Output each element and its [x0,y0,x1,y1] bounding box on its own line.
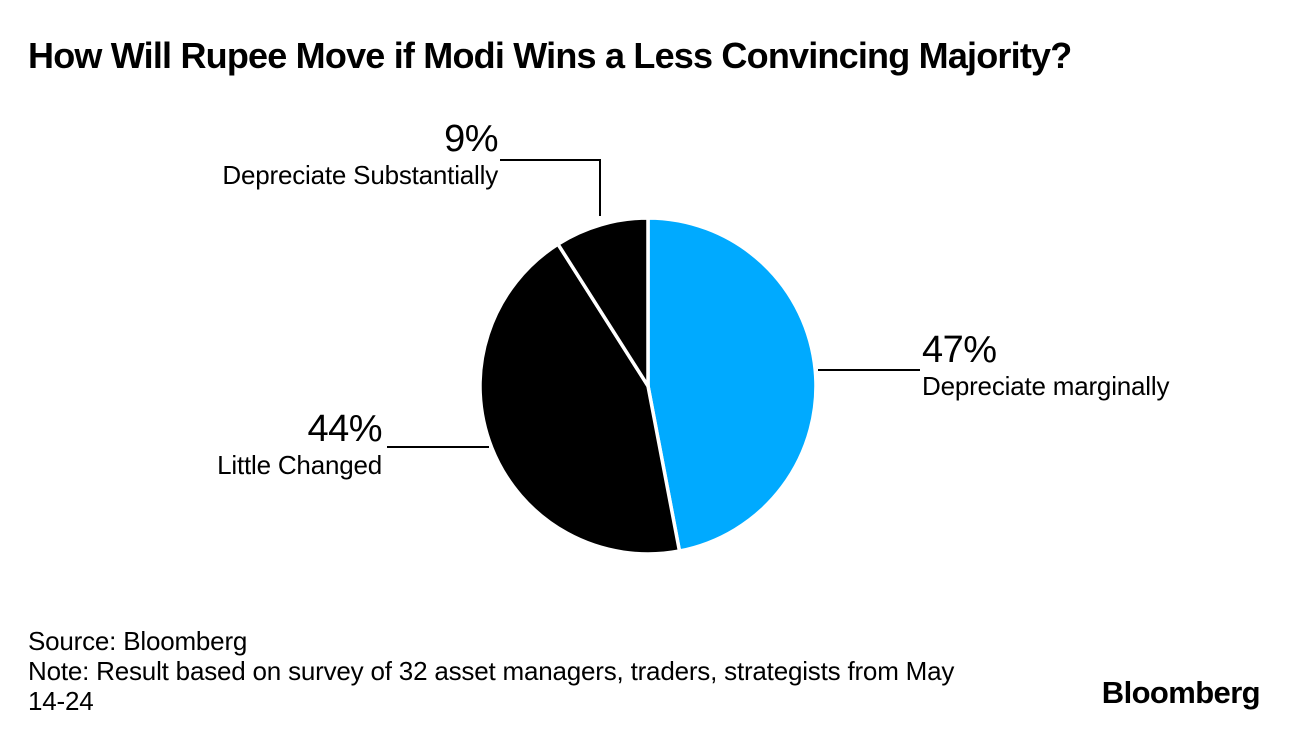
note-line-1: Note: Result based on survey of 32 asset… [28,656,955,686]
chart-title: How Will Rupee Move if Modi Wins a Less … [28,35,1072,76]
callout-depreciate-marginally: 47% Depreciate marginally [922,329,1169,401]
slice-percent-label: 9% [444,118,498,160]
slice-percent-label: 44% [307,408,382,450]
slice-name-label: Depreciate Substantially [222,160,498,190]
slice-name-label: Little Changed [217,450,382,480]
pie-slice-little-changed [478,242,682,556]
bloomberg-logo: Bloomberg [1101,675,1261,710]
footnote: Source: Bloomberg Note: Result based on … [28,626,954,716]
note-line-2: 14-24 [28,686,94,716]
slice-name-label: Depreciate marginally [922,371,1170,401]
leader-line-depreciate-substantially [500,159,601,216]
pie-slice-depreciate-substantially [556,216,650,388]
callout-little-changed: 44% Little Changed [217,408,382,480]
pie-slices [478,216,818,556]
callout-depreciate-substantially: 9% Depreciate Substantially [222,118,498,190]
source-line: Source: Bloomberg [28,626,248,656]
pie-slice-depreciate-marginally [646,216,818,553]
slice-percent-label: 47% [922,329,997,371]
